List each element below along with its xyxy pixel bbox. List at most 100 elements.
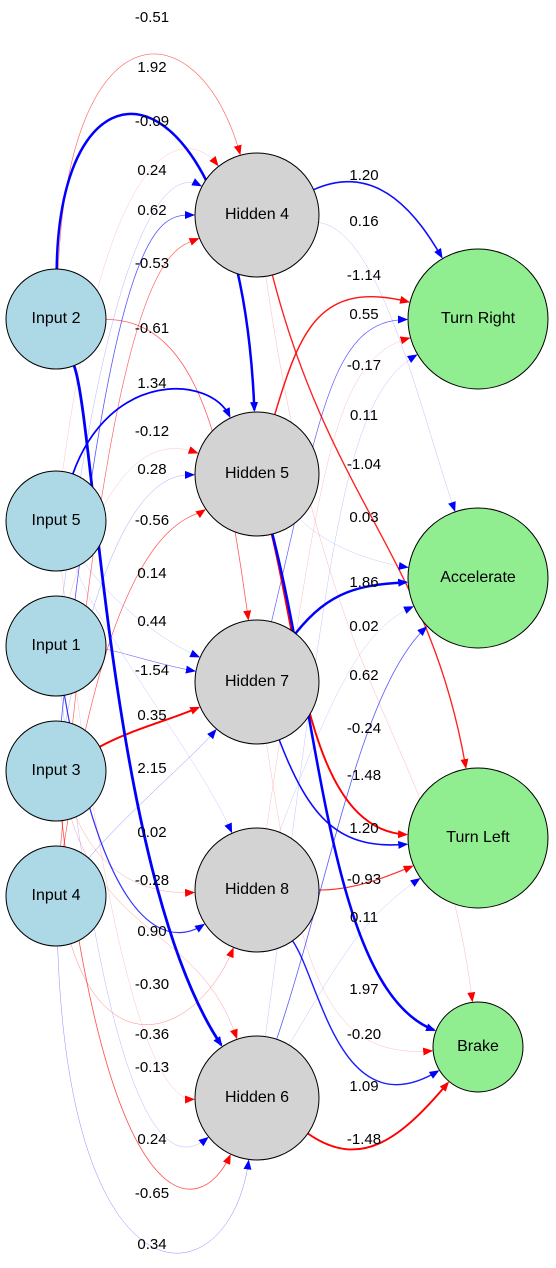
edge-weight-label: 0.90	[137, 923, 166, 940]
edge-in5-h8	[75, 567, 233, 834]
edge-h7-brk	[266, 743, 434, 1056]
edge-h6-brk	[307, 1081, 450, 1151]
node-tl: Turn Left	[407, 767, 549, 909]
edge-weight-label: 1.34	[137, 375, 166, 392]
input-node-circle	[5, 268, 107, 370]
hidden-node-label: Hidden 7	[225, 673, 289, 690]
hidden-node-label: Hidden 4	[225, 206, 289, 223]
edge-weight-label: -0.17	[347, 357, 381, 374]
node-in1: Input 1	[5, 595, 107, 697]
edge-in2-h6	[72, 365, 223, 1047]
node-h5: Hidden 5	[194, 411, 320, 537]
edge-weight-label: 0.11	[350, 909, 378, 926]
hidden-node-label: Hidden 5	[225, 465, 289, 482]
edge-weight-label: 0.62	[349, 667, 378, 684]
hidden-node-circle	[194, 827, 320, 953]
edge-in3-h7	[99, 706, 201, 748]
edge-weight-label: -1.04	[347, 456, 381, 473]
edge-weight-label: 0.14	[137, 565, 166, 582]
node-tr: Turn Right	[407, 248, 549, 390]
edge-weight-label: -0.61	[135, 320, 169, 337]
hidden-node-circle	[194, 619, 320, 745]
edge-weight-label: -0.65	[135, 1185, 169, 1202]
node-in3: Input 3	[5, 720, 107, 822]
edge-weight-label: -0.20	[347, 1026, 381, 1043]
edge-weight-label: -0.30	[135, 976, 169, 993]
edge-weight-label: -1.14	[347, 267, 381, 284]
edge-h7-acc	[294, 578, 409, 635]
edge-weight-label: -0.56	[135, 512, 169, 529]
output-node-label: Accelerate	[440, 569, 516, 586]
node-acc: Accelerate	[407, 507, 549, 649]
edge-weight-label: 0.24	[137, 1131, 166, 1148]
edge-weight-label: -0.93	[347, 871, 381, 888]
input-node-label: Input 1	[32, 637, 81, 654]
edge-h8-tl	[318, 865, 414, 891]
output-node-circle	[432, 1001, 524, 1093]
node-in5: Input 5	[5, 470, 107, 572]
edge-weight-label: 0.16	[349, 213, 378, 230]
edge-weight-label: 1.97	[349, 981, 378, 998]
edge-weight-label: 1.09	[349, 1078, 378, 1095]
edge-weight-label: 0.02	[349, 618, 378, 635]
edge-weight-label: -1.48	[347, 1131, 381, 1148]
edge-h4-tl	[271, 274, 469, 770]
edge-label-layer: -0.51 1.92 -0.09 0.24 0.62 -0.53 -0.61 1.34 -0.1…	[135, 9, 381, 1253]
edge-in3-h6	[61, 820, 231, 1190]
edge-weight-label: 1.20	[349, 167, 378, 184]
edge-weight-label: 0.28	[137, 461, 166, 478]
edge-weight-label: 0.03	[349, 509, 378, 526]
edge-h6-tl	[288, 877, 421, 1045]
hidden-node-circle	[194, 411, 320, 537]
output-node-circle	[407, 767, 549, 909]
edge-weight-label: 1.86	[349, 574, 378, 591]
edge-weight-label: -0.36	[135, 1026, 169, 1043]
edge-in2-h7	[105, 318, 252, 621]
hidden-node-label: Hidden 6	[225, 1089, 289, 1106]
node-in2: Input 2	[5, 268, 107, 370]
node-brk: Brake	[432, 1001, 524, 1093]
node-in4: Input 4	[5, 845, 107, 947]
edge-in2-h5	[55, 112, 259, 413]
edge-h5-tr	[274, 295, 411, 415]
edge-h5-brk	[271, 533, 437, 1032]
edge-weight-label: -1.48	[347, 767, 381, 784]
edge-in1-h7	[105, 649, 196, 674]
edge-weight-label: 0.35	[137, 707, 166, 724]
output-node-label: Turn Left	[446, 829, 510, 846]
hidden-node-circle	[194, 1035, 320, 1161]
edge-weight-label: -0.24	[347, 720, 381, 737]
edge-weight-label: -0.09	[135, 113, 169, 130]
edge-h4-acc	[318, 222, 456, 512]
output-node-label: Brake	[457, 1038, 499, 1055]
output-node-label: Turn Right	[441, 310, 516, 327]
input-node-label: Input 4	[32, 887, 81, 904]
node-h7: Hidden 7	[194, 619, 320, 745]
edge-h8-acc	[279, 606, 414, 833]
node-h8: Hidden 8	[194, 827, 320, 953]
input-node-circle	[5, 845, 107, 947]
edge-in4-h7	[88, 729, 217, 859]
edge-h6-acc	[276, 626, 428, 1040]
edge-in5-h5	[72, 387, 231, 475]
edge-weight-label: 0.24	[137, 162, 166, 179]
edge-h8-brk	[291, 940, 440, 1086]
input-node-label: Input 3	[32, 762, 81, 779]
edge-weight-label: 0.34	[137, 1236, 166, 1253]
edge-in2-h4	[57, 53, 242, 270]
edge-weight-label: -0.28	[135, 872, 169, 889]
input-node-circle	[5, 595, 107, 697]
edge-weight-label: -0.53	[135, 255, 169, 272]
input-node-label: Input 5	[32, 512, 81, 529]
edge-weight-label: 2.15	[137, 760, 166, 777]
input-node-label: Input 2	[32, 310, 81, 327]
edge-weight-label: 0.11	[350, 407, 378, 424]
edge-weight-label: 0.02	[137, 824, 166, 841]
output-node-circle	[407, 507, 549, 649]
edge-weight-label: 0.62	[137, 202, 166, 219]
node-h6: Hidden 6	[194, 1035, 320, 1161]
node-layer: Input 2 Input 5 Input 1 Input 3 Input 4 Hidde…	[5, 152, 549, 1161]
edge-weight-label: 0.55	[349, 306, 378, 323]
input-node-circle	[5, 470, 107, 572]
